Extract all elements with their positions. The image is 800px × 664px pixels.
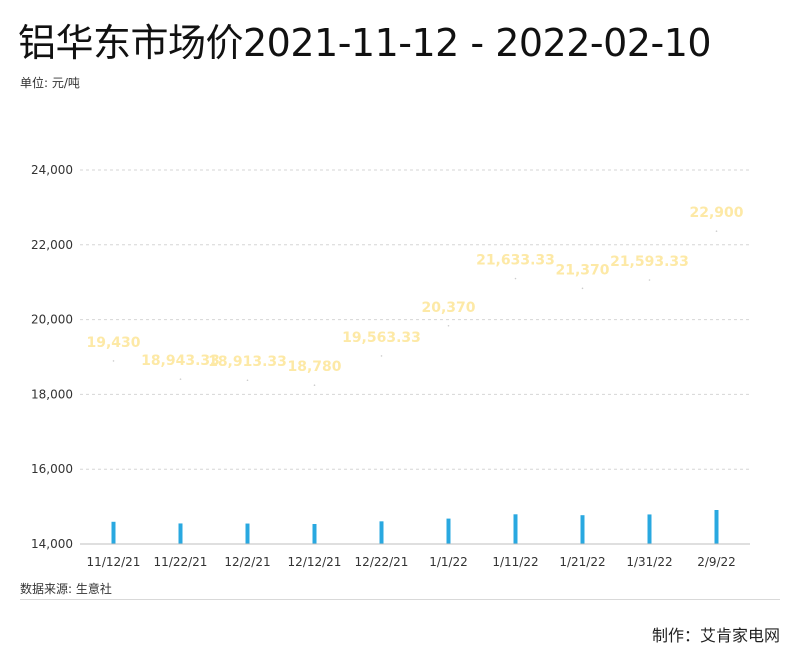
- x-axis-ticks: 11/12/21 11/22/21 12/2/21 12/12/21 12/22/21 1…: [87, 555, 736, 569]
- bar: [513, 514, 518, 544]
- bar: [714, 510, 719, 544]
- y-tick-label: 14,000: [31, 537, 73, 551]
- value-point: [514, 277, 517, 280]
- data-label: 19,430: [86, 335, 140, 351]
- value-point: [447, 324, 450, 327]
- x-tick-label: 1/21/22: [559, 555, 605, 569]
- chart-title: 铝华东市场价2021-11-12 - 2022-02-10: [18, 21, 712, 65]
- value-points: [112, 230, 718, 387]
- data-label: 21,593.33: [610, 254, 689, 270]
- y-tick-label: 24,000: [31, 163, 73, 177]
- bar: [446, 518, 451, 544]
- data-label: 19,563.33: [342, 330, 421, 346]
- data-label: 18,913.33: [208, 354, 287, 370]
- y-tick-label: 18,000: [31, 387, 73, 401]
- x-tick-label: 12/12/21: [288, 555, 342, 569]
- y-axis-ticks: 14,000 16,000 18,000 20,000 22,000 24,000: [31, 163, 73, 551]
- value-point: [648, 279, 651, 281]
- bar-chart: 14,000 16,000 18,000 20,000 22,000 24,000 19,…: [31, 163, 750, 569]
- footer-divider: [20, 599, 780, 600]
- credit-label: 制作：艾肯家电网: [651, 626, 780, 645]
- x-tick-label: 11/22/21: [154, 555, 208, 569]
- x-tick-label: 1/11/22: [492, 555, 538, 569]
- value-point: [112, 360, 115, 362]
- bar: [312, 524, 317, 544]
- data-label: 22,900: [689, 205, 743, 221]
- x-tick-label: 1/1/22: [429, 555, 468, 569]
- bar: [647, 514, 652, 544]
- value-point: [246, 379, 249, 382]
- x-tick-label: 12/22/21: [355, 555, 409, 569]
- bar: [580, 515, 585, 544]
- bar: [245, 523, 250, 544]
- data-label: 18,780: [287, 359, 341, 375]
- data-label: 21,633.33: [476, 253, 555, 269]
- x-tick-label: 11/12/21: [87, 555, 141, 569]
- value-point: [581, 287, 584, 290]
- value-point: [380, 355, 383, 357]
- x-tick-label: 1/31/22: [626, 555, 672, 569]
- value-point: [179, 378, 182, 380]
- y-tick-label: 20,000: [31, 313, 73, 327]
- x-tick-label: 12/2/21: [224, 555, 270, 569]
- bar: [379, 521, 384, 544]
- data-source: 数据来源: 生意社: [20, 582, 112, 596]
- x-tick-label: 2/9/22: [697, 555, 736, 569]
- data-label: 21,370: [555, 262, 609, 278]
- value-point: [313, 384, 316, 387]
- y-tick-label: 16,000: [31, 462, 73, 476]
- bar: [111, 521, 116, 544]
- grid-lines: [80, 169, 750, 470]
- bars: [111, 510, 719, 544]
- value-point: [715, 230, 718, 232]
- y-tick-label: 22,000: [31, 238, 73, 252]
- unit-label: 单位: 元/吨: [20, 76, 80, 90]
- data-label: 20,370: [421, 300, 475, 316]
- bar: [178, 523, 183, 544]
- data-label: 18,943.33: [141, 353, 220, 369]
